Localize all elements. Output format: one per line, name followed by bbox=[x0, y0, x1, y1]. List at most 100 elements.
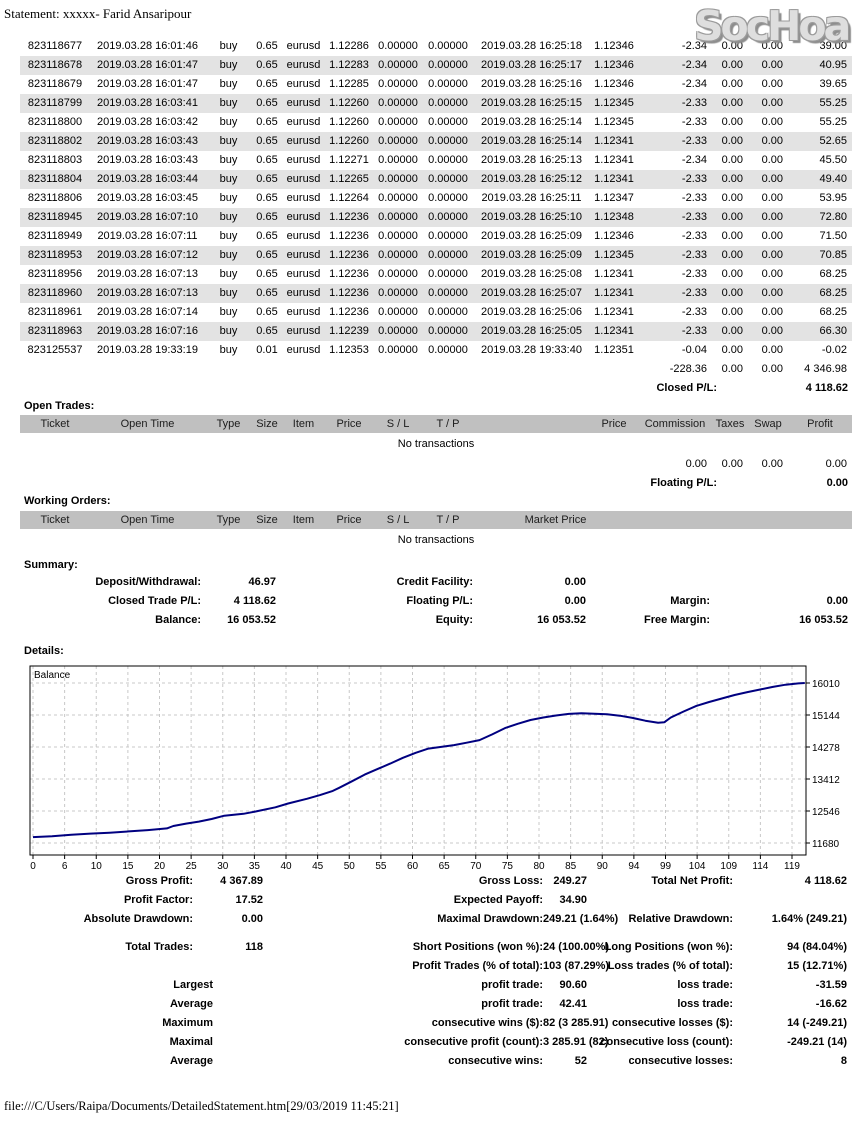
table-cell: 0.00000 bbox=[378, 344, 418, 356]
table-row: 823118804 2019.03.28 16:03:44 buy 0.65 eurus… bbox=[20, 170, 852, 189]
stat-label bbox=[586, 573, 710, 592]
table-row: 823118945 2019.03.28 16:07:10 buy 0.65 eurus… bbox=[20, 208, 852, 227]
table-cell-empty bbox=[20, 455, 90, 474]
table-cell: buy bbox=[219, 154, 238, 166]
stat-label: Long Positions (won %): bbox=[604, 941, 733, 953]
table-cell: eurusd bbox=[286, 59, 321, 71]
balance-line bbox=[32, 682, 805, 839]
open-trades-totals-row: 0.00 0.00 0.00 0.00 bbox=[20, 455, 852, 474]
table-cell: 823118800 bbox=[27, 116, 83, 128]
details-heading: Details: bbox=[24, 645, 64, 657]
table-cell: 68.25 bbox=[819, 306, 847, 318]
stat-value: -16.62 bbox=[815, 998, 847, 1010]
table-cell: -2.34 bbox=[681, 154, 707, 166]
table-cell: 1.12351 bbox=[594, 344, 634, 356]
table-cell: 0.65 bbox=[256, 135, 278, 147]
stat-label: Gross Profit: bbox=[125, 875, 193, 887]
table-cell: -2.33 bbox=[681, 192, 707, 204]
table-cell: 39.65 bbox=[819, 78, 847, 90]
column-header: Price bbox=[336, 418, 362, 430]
column-header: Market Price bbox=[524, 514, 587, 526]
table-cell: 2019.03.28 16:03:45 bbox=[97, 192, 198, 204]
x-tick-label: 94 bbox=[628, 861, 640, 872]
table-cell: 1.12239 bbox=[329, 325, 369, 337]
stat-label: Equity: bbox=[435, 614, 473, 626]
table-cell: 1.12260 bbox=[329, 135, 369, 147]
table-row: 823118956 2019.03.28 16:07:13 buy 0.65 eurus… bbox=[20, 265, 852, 284]
stat-label: consecutive profit (count): bbox=[404, 1036, 543, 1048]
table-cell: 0.00 bbox=[721, 40, 743, 52]
table-cell: 0.00000 bbox=[428, 287, 468, 299]
working-orders-heading: Working Orders: bbox=[24, 495, 111, 507]
table-cell: 0.65 bbox=[256, 97, 278, 109]
table-cell: 0.00 bbox=[721, 325, 743, 337]
table-cell: 0.00000 bbox=[378, 249, 418, 261]
table-cell-empty bbox=[282, 360, 325, 379]
page-title: Statement: xxxxx- Farid Ansaripour bbox=[4, 6, 192, 21]
table-cell: 2019.03.28 16:25:06 bbox=[481, 306, 582, 318]
stat-value: 103 (87.29%) bbox=[543, 960, 610, 972]
table-cell: 0.00000 bbox=[428, 116, 468, 128]
table-cell: 2019.03.28 16:01:47 bbox=[97, 78, 198, 90]
table-cell: -2.33 bbox=[681, 230, 707, 242]
table-cell: 1.12346 bbox=[594, 59, 634, 71]
table-cell: -0.04 bbox=[681, 344, 707, 356]
table-cell: 0.00 bbox=[761, 135, 783, 147]
table-cell-empty bbox=[90, 360, 205, 379]
table-cell: 0.00000 bbox=[378, 192, 418, 204]
table-cell: 2019.03.28 16:01:47 bbox=[97, 59, 198, 71]
stat-label: Relative Drawdown: bbox=[628, 913, 733, 925]
stat-label: Margin: bbox=[670, 595, 710, 607]
x-tick-label: 60 bbox=[407, 861, 419, 872]
table-cell: 0.00 bbox=[721, 116, 743, 128]
open-trades-empty-text: No transactions bbox=[397, 438, 475, 450]
stat-value: 24 (100.00%) bbox=[543, 941, 610, 953]
stat-label: profit trade: bbox=[481, 998, 543, 1010]
table-cell: buy bbox=[219, 211, 238, 223]
stat-value: -31.59 bbox=[815, 979, 847, 991]
table-cell: 70.85 bbox=[819, 249, 847, 261]
table-cell: 823118799 bbox=[27, 97, 83, 109]
table-row: 823118799 2019.03.28 16:03:41 buy 0.65 eurus… bbox=[20, 94, 852, 113]
table-cell: 0.00000 bbox=[378, 211, 418, 223]
table-cell: -2.34 bbox=[681, 59, 707, 71]
table-cell: 823118806 bbox=[27, 192, 83, 204]
stat-value: 14 (-249.21) bbox=[787, 1017, 847, 1029]
table-cell: 0.00 bbox=[761, 59, 783, 71]
table-cell-empty bbox=[590, 455, 638, 474]
table-cell: 2019.03.28 16:25:13 bbox=[481, 154, 582, 166]
table-cell: 0.00 bbox=[721, 154, 743, 166]
totals-row: -228.36 0.00 0.00 4 346.98 bbox=[20, 360, 852, 379]
table-cell: 45.50 bbox=[819, 154, 847, 166]
stat-label: consecutive wins: bbox=[448, 1055, 543, 1067]
closed-pl-value: 4 118.62 bbox=[805, 382, 848, 394]
table-cell: 55.25 bbox=[819, 116, 847, 128]
table-cell-empty bbox=[20, 360, 90, 379]
table-cell-empty bbox=[325, 455, 373, 474]
stat-value: 90.60 bbox=[559, 979, 587, 991]
table-cell: 1.12283 bbox=[329, 59, 369, 71]
table-cell: 68.25 bbox=[819, 287, 847, 299]
stat-label: loss trade: bbox=[677, 998, 733, 1010]
table-cell: 823118803 bbox=[27, 154, 83, 166]
table-cell: 1.12265 bbox=[329, 173, 369, 185]
stat-value: 15 (12.71%) bbox=[787, 960, 847, 972]
table-cell: 0.00000 bbox=[428, 40, 468, 52]
open-trades-heading: Open Trades: bbox=[24, 400, 95, 412]
table-cell: 2019.03.28 16:03:43 bbox=[97, 154, 198, 166]
table-cell: 1.12341 bbox=[594, 306, 634, 318]
table-cell: 0.65 bbox=[256, 78, 278, 90]
table-cell: 2019.03.28 19:33:19 bbox=[97, 344, 198, 356]
stat-row: Average consecutive wins: 52 consecutive lo… bbox=[20, 1052, 852, 1071]
x-tick-label: 85 bbox=[565, 861, 577, 872]
table-cell: 2019.03.28 19:33:40 bbox=[481, 344, 582, 356]
table-cell: eurusd bbox=[286, 230, 321, 242]
table-cell: 0.00 bbox=[721, 211, 743, 223]
table-cell: 0.00 bbox=[721, 192, 743, 204]
table-cell: 823118961 bbox=[27, 306, 83, 318]
x-tick-label: 35 bbox=[249, 861, 261, 872]
totals-cell: 0.00 bbox=[721, 363, 743, 375]
table-cell: 0.00 bbox=[761, 78, 783, 90]
y-tick-label: 15144 bbox=[812, 711, 840, 722]
table-cell: 0.00000 bbox=[428, 306, 468, 318]
